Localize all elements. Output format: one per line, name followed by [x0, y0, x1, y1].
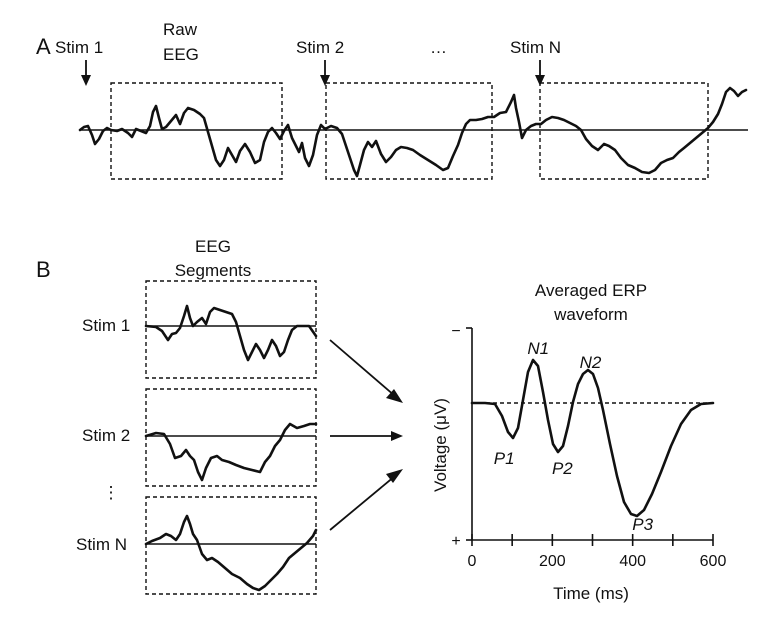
panel-a-letter: A [36, 34, 51, 59]
erp-x-tick-label: 400 [619, 553, 646, 570]
epoch-window-n [539, 82, 709, 180]
panel-a-ellipsis: … [430, 38, 447, 57]
erp-peak-label-p3: P3 [632, 515, 653, 534]
segments-title-line1: EEG [195, 237, 231, 256]
erp-title-line2: waveform [553, 305, 628, 324]
segment-box-2 [145, 388, 317, 487]
erp-peak-label-p1: P1 [494, 449, 515, 468]
erp-peak-labels: P1 N1 P2 N2 P3 [494, 339, 654, 534]
erp-y-axis-label: Voltage (μV) [431, 398, 450, 492]
segments-title-line2: Segments [175, 261, 252, 280]
erp-x-tick-label: 600 [700, 553, 727, 570]
erp-peak-label-n2: N2 [580, 353, 602, 372]
segment-box-n [145, 496, 317, 595]
panel-a-stim-n-label: Stim N [510, 38, 561, 57]
segment-label-stim-1: Stim 1 [82, 316, 130, 335]
erp-x-axis-label: Time (ms) [553, 584, 629, 603]
erp-waveform-line [470, 358, 715, 518]
segment-vertical-ellipsis: ⋮ [103, 483, 120, 502]
panel-a-stim-1-label: Stim 1 [55, 38, 103, 57]
stim-n-arrow [535, 60, 545, 86]
erp-x-tick-label: 0 [468, 553, 477, 570]
erp-y-end-label-top: − [451, 323, 460, 340]
raw-eeg-trace [78, 86, 748, 178]
erp-y-end-label-bottom: + [451, 533, 460, 550]
segment-label-stim-n: Stim N [76, 535, 127, 554]
panel-b-letter: B [36, 257, 51, 282]
segment-2-to-erp-arrow [330, 431, 403, 441]
segment-trace-1 [144, 304, 318, 362]
segment-trace-2 [144, 422, 318, 482]
segment-n-to-erp-arrow [329, 469, 403, 531]
raw-eeg-label-line2: EEG [163, 45, 199, 64]
segment-1-to-erp-arrow [329, 339, 403, 403]
stim-1-arrow [81, 60, 91, 86]
erp-x-ticks: 0 200 400 600 [468, 534, 727, 570]
erp-peak-label-p2: P2 [552, 459, 573, 478]
stim-2-arrow [320, 60, 330, 86]
erp-peak-label-n1: N1 [527, 339, 549, 358]
epoch-window-2 [325, 82, 493, 180]
erp-x-tick-label: 200 [539, 553, 566, 570]
raw-eeg-label-line1: Raw [163, 20, 198, 39]
panel-a-stim-2-label: Stim 2 [296, 38, 344, 57]
epoch-window-1 [110, 82, 283, 180]
segment-box-1 [145, 280, 317, 379]
segment-trace-n [144, 514, 318, 592]
erp-title-line1: Averaged ERP [535, 281, 647, 300]
segment-label-stim-2: Stim 2 [82, 426, 130, 445]
